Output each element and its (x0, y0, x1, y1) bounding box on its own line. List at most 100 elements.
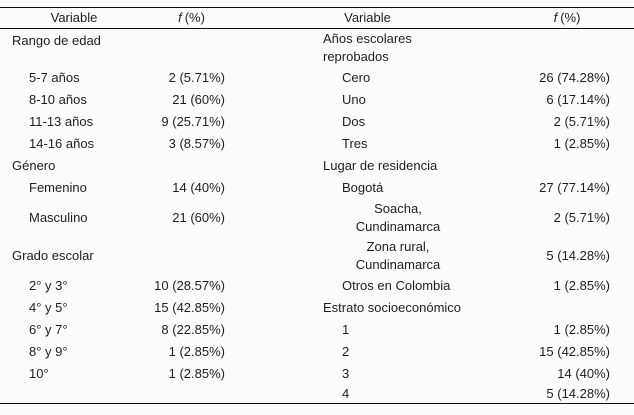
frequency-value: 14 (40%) (172, 180, 225, 195)
variable-label: Masculino (29, 210, 88, 225)
variable-label: 2 (342, 344, 350, 359)
variable-label: Cero (342, 70, 371, 85)
f-symbol: f (178, 10, 182, 25)
frequency-value: 1 (2.85%) (553, 278, 610, 293)
frequency-value: 21 (60%) (172, 210, 225, 225)
frequency-cell (500, 297, 634, 319)
frequency-cell: 1 (2.85%) (500, 275, 634, 297)
frequency-cell: 3 (8.57%) (148, 133, 235, 155)
percent-label: (%) (560, 10, 581, 25)
frequency-cell: 14 (40%) (148, 177, 235, 199)
frequency-cell: 2 (5.71%) (500, 111, 634, 133)
frequency-cell (500, 29, 634, 68)
frequency-value: 3 (8.57%) (168, 136, 225, 151)
variable-cell: Género (0, 155, 148, 177)
frequency-cell: 5 (14.28%) (500, 237, 634, 275)
variable-label: Bogotá (342, 180, 384, 195)
variable-label: Grado escolar (12, 248, 94, 263)
col-header-variable-right: Variable (235, 7, 500, 29)
table-header-row: Variable f (%) Variable f (%) (0, 7, 634, 29)
variable-label: 4 (342, 386, 350, 401)
variable-cell: 6° y 7° (0, 319, 148, 341)
table-row: Grado escolar Zona rural, Cundinamarca 5 (1… (0, 237, 634, 275)
frequency-cell: 15 (42.85%) (148, 297, 235, 319)
frequency-cell: 2 (5.71%) (148, 67, 235, 89)
table-row: 11-13 años 9 (25.71%) Dos 2 (5.71%) (0, 111, 634, 133)
variable-label: 3 (342, 366, 350, 381)
table-row: 6° y 7° 8 (22.85%) 1 1 (2.85%) (0, 319, 634, 341)
variable-label: Zona rural, Cundinamarca (355, 239, 441, 272)
frequency-value: 5 (14.28%) (546, 386, 610, 401)
variable-cell: 2° y 3° (0, 275, 148, 297)
table-row: 2° y 3° 10 (28.57%) Otros en Colombia 1 (2.… (0, 275, 634, 297)
variable-cell: 8-10 años (0, 89, 148, 111)
frequency-cell: 27 (77.14%) (500, 177, 634, 199)
variable-cell: Grado escolar (0, 237, 148, 275)
variable-cell: Años escolares reprobados (235, 29, 500, 68)
frequency-cell: 6 (17.14%) (500, 89, 634, 111)
col-header-frequency-left: f (%) (148, 7, 235, 29)
variable-label: Tres (342, 136, 368, 151)
variable-label: Dos (342, 114, 366, 129)
frequency-value: 1 (2.85%) (553, 136, 610, 151)
document-page: Variable f (%) Variable f (%) Rango de eda… (0, 7, 634, 404)
frequency-cell: 21 (60%) (148, 199, 235, 237)
variable-header-label: Variable (344, 10, 391, 25)
table-row: 14-16 años 3 (8.57%) Tres 1 (2.85%) (0, 133, 634, 155)
frequency-value: 6 (17.14%) (546, 92, 610, 107)
frequency-cell: 1 (2.85%) (500, 133, 634, 155)
frequency-cell (148, 29, 235, 68)
variable-label: 10° (29, 366, 49, 381)
variable-cell: 1 (235, 319, 500, 341)
variable-cell: 4 (235, 385, 500, 404)
table-row: 8-10 años 21 (60%) Uno 6 (17.14%) (0, 89, 634, 111)
variable-cell: Femenino (0, 177, 148, 199)
col-header-frequency-right: f (%) (500, 7, 634, 29)
variable-label: Uno (342, 92, 366, 107)
frequency-cell: 1 (2.85%) (148, 363, 235, 385)
variable-cell: Cero (235, 67, 500, 89)
variable-label: 8° y 9° (29, 344, 68, 359)
frequency-cell: 21 (60%) (148, 89, 235, 111)
frequency-value: 9 (25.71%) (161, 114, 225, 129)
frequency-cell (148, 155, 235, 177)
variable-label: Soacha, Cundinamarca (355, 201, 441, 234)
variable-cell: 8° y 9° (0, 341, 148, 363)
table-body: Rango de edad Años escolares reprobados 5-7… (0, 29, 634, 404)
frequency-value: 26 (74.28%) (539, 70, 610, 85)
frequency-cell: 10 (28.57%) (148, 275, 235, 297)
frequency-value: 5 (14.28%) (546, 248, 610, 263)
frequency-value: 15 (42.85%) (539, 344, 610, 359)
frequency-value: 1 (2.85%) (168, 344, 225, 359)
variable-cell: Soacha, Cundinamarca (235, 199, 500, 237)
table-row: 5-7 años 2 (5.71%) Cero 26 (74.28%) (0, 67, 634, 89)
variable-label: 8-10 años (29, 92, 87, 107)
frequency-cell: 15 (42.85%) (500, 341, 634, 363)
variable-label: Años escolares reprobados (323, 31, 412, 64)
table-row: 10° 1 (2.85%) 3 14 (40%) (0, 363, 634, 385)
variable-label: Género (12, 158, 56, 173)
variable-cell: Tres (235, 133, 500, 155)
frequency-value: 27 (77.14%) (539, 180, 610, 195)
table-row: Género Lugar de residencia (0, 155, 634, 177)
variable-cell: 2 (235, 341, 500, 363)
variable-label: Estrato socioeconómico (323, 300, 462, 315)
table-row: Femenino 14 (40%) Bogotá 27 (77.14%) (0, 177, 634, 199)
variable-cell: Bogotá (235, 177, 500, 199)
table-row: 4 5 (14.28%) (0, 385, 634, 404)
frequency-cell (148, 385, 235, 404)
variable-label: Femenino (29, 180, 87, 195)
table-row: Rango de edad Años escolares reprobados (0, 29, 634, 68)
variable-label: 2° y 3° (29, 278, 68, 293)
table-row: 8° y 9° 1 (2.85%) 2 15 (42.85%) (0, 341, 634, 363)
variable-label: 1 (342, 322, 350, 337)
variable-cell: Rango de edad (0, 29, 148, 68)
variable-cell: 10° (0, 363, 148, 385)
frequency-value: 1 (2.85%) (553, 322, 610, 337)
variable-cell: 4° y 5° (0, 297, 148, 319)
variable-label: 11-13 años (29, 114, 94, 129)
frequency-cell: 14 (40%) (500, 363, 634, 385)
col-header-variable-left: Variable (0, 7, 148, 29)
table-row: Masculino 21 (60%) Soacha, Cundinamarca 2 (5… (0, 199, 634, 237)
variable-label: 6° y 7° (29, 322, 68, 337)
